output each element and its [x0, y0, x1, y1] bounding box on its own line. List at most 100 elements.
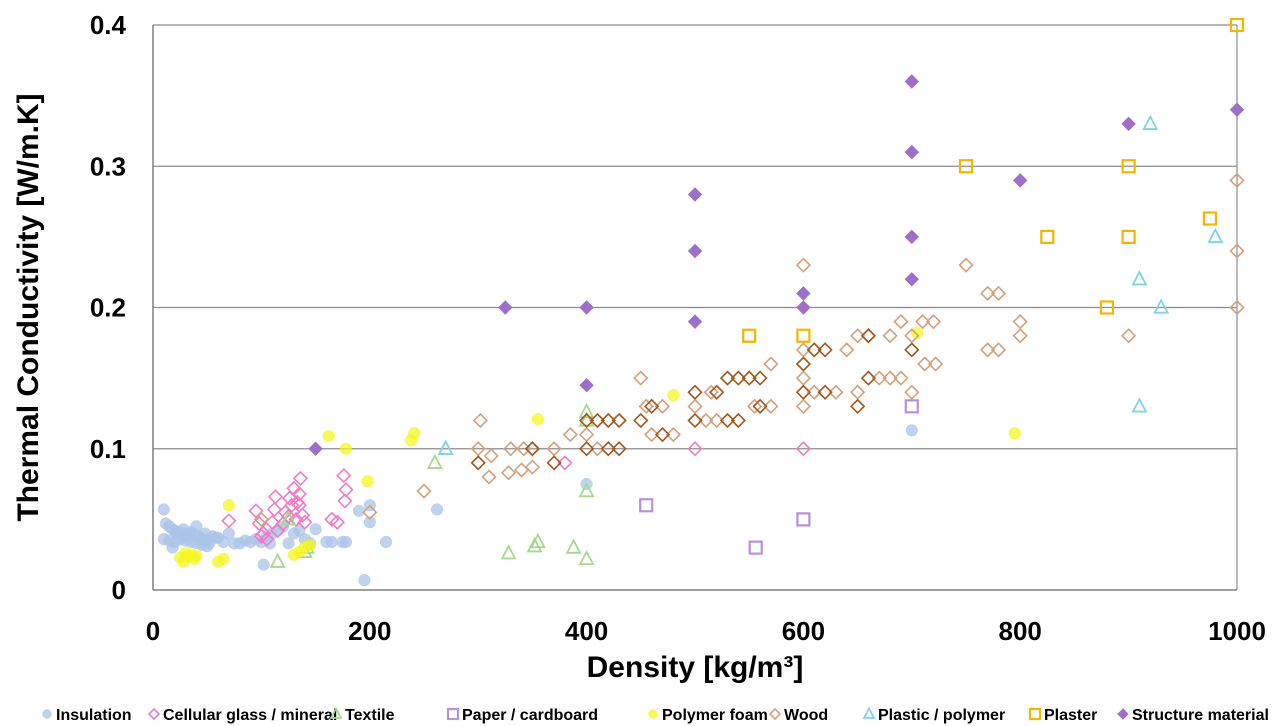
legend-label: Textile	[345, 707, 395, 724]
data-point	[222, 499, 235, 512]
legend-item: Paper / cardboard	[446, 707, 598, 724]
data-point	[589, 412, 606, 429]
data-point	[806, 384, 822, 400]
legend-label: Polymer foam	[662, 707, 768, 724]
x-axis-label: Density [kg/m³]	[587, 651, 804, 684]
data-point	[795, 257, 812, 273]
data-point	[513, 462, 530, 478]
legend-item: Plaster	[1028, 707, 1097, 724]
legend-item: Wood	[768, 707, 828, 724]
data-point	[990, 342, 1007, 358]
data-point	[698, 412, 714, 429]
data-point	[1131, 270, 1148, 286]
data-point	[748, 540, 763, 555]
series-wood	[253, 172, 1245, 528]
data-point	[687, 243, 703, 259]
x-tick-label: 600	[782, 616, 825, 646]
data-point	[339, 535, 353, 549]
data-point	[752, 398, 768, 415]
series-textile	[269, 402, 595, 568]
data-point	[481, 469, 497, 485]
data-point	[893, 370, 909, 386]
data-point	[925, 313, 942, 330]
y-axis-label: Thermal Conductivity [W/m.K]	[12, 93, 45, 521]
data-point	[611, 412, 627, 429]
legend-label: Structure material	[1132, 707, 1269, 724]
data-point	[796, 512, 811, 527]
data-point	[600, 412, 616, 429]
data-point	[687, 398, 703, 415]
data-point	[253, 511, 270, 528]
data-point	[291, 486, 307, 502]
data-point	[730, 412, 746, 429]
x-tick-label: 0	[146, 616, 160, 646]
data-point	[905, 424, 918, 437]
data-point	[1012, 313, 1028, 330]
data-point	[578, 426, 595, 443]
legend-item: Structure material	[1117, 707, 1269, 724]
data-point	[1012, 173, 1028, 188]
data-point	[339, 442, 353, 455]
data-point	[267, 489, 284, 505]
legend-label: Cellular glass / mineral	[163, 707, 337, 724]
data-point	[363, 516, 376, 529]
data-point	[1099, 300, 1115, 315]
data-point	[752, 370, 768, 386]
data-point	[578, 482, 595, 498]
data-point	[904, 384, 920, 400]
data-point	[292, 470, 309, 487]
data-point	[361, 475, 374, 488]
data-point	[709, 412, 725, 429]
data-point	[980, 342, 996, 358]
data-point	[352, 504, 366, 517]
data-point	[1202, 211, 1218, 226]
data-point	[687, 412, 703, 429]
data-point	[746, 398, 763, 415]
data-point	[687, 384, 703, 400]
data-point	[1153, 298, 1170, 314]
legend: Insulation Cellular glass / mineral Textil…	[42, 706, 1269, 724]
data-point	[719, 412, 736, 429]
data-point	[500, 465, 517, 481]
data-point	[500, 544, 517, 560]
data-point	[917, 356, 933, 372]
data-point	[336, 467, 352, 484]
legend-marker	[42, 709, 52, 719]
data-point	[828, 384, 844, 400]
data-point	[644, 426, 660, 443]
data-point	[1120, 328, 1137, 344]
data-point	[255, 525, 272, 542]
data-point	[904, 229, 920, 245]
data-point	[217, 552, 230, 566]
data-point	[763, 356, 779, 372]
legend-item: Insulation	[42, 707, 132, 724]
data-point	[860, 328, 877, 344]
data-point	[893, 313, 909, 330]
data-point	[1131, 397, 1148, 413]
data-point	[904, 74, 920, 89]
data-point	[322, 429, 335, 443]
data-point	[928, 356, 944, 372]
legend-marker	[446, 707, 460, 721]
x-tick-label: 400	[565, 616, 608, 646]
data-point	[911, 326, 924, 340]
legend-item: Cellular glass / mineral	[147, 707, 337, 724]
data-point	[882, 370, 898, 386]
data-point	[308, 441, 323, 456]
data-point	[796, 286, 811, 301]
legend-item: Polymer foam	[648, 707, 768, 724]
data-point	[709, 384, 725, 400]
data-point	[483, 448, 499, 464]
data-point	[379, 535, 393, 549]
data-point	[904, 272, 920, 287]
data-point	[638, 398, 654, 415]
data-point	[297, 514, 313, 530]
data-point	[665, 426, 681, 443]
data-point	[1207, 227, 1224, 243]
data-point	[565, 538, 582, 554]
data-point	[157, 503, 170, 516]
data-point	[915, 313, 931, 330]
data-point	[849, 398, 866, 415]
data-point	[470, 455, 486, 471]
